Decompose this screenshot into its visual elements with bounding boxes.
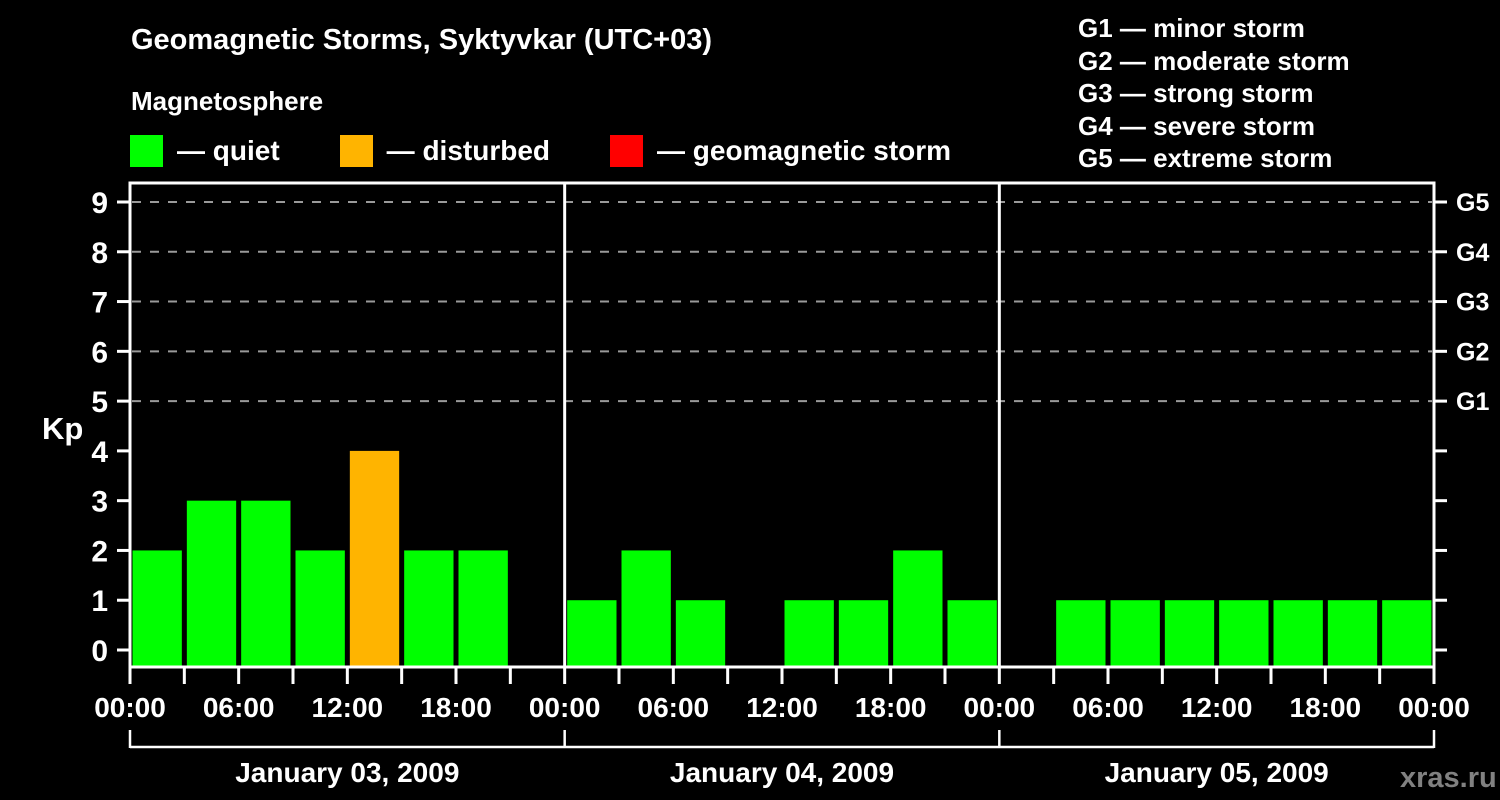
legend-label-storm: — geomagnetic storm — [657, 135, 952, 166]
g-scale-item-g2: G2 — moderate storm — [1078, 45, 1350, 76]
right-axis-label-g3: G3 — [1456, 289, 1489, 317]
bar-day2-slot5 — [784, 600, 834, 667]
bar-day3-slot4 — [1164, 600, 1215, 667]
x-tick-label-9: 06:00 — [1072, 692, 1144, 723]
bar-day1-slot7 — [458, 550, 508, 667]
bar-day3-slot3 — [1110, 600, 1160, 667]
x-tick-label-8: 00:00 — [964, 692, 1036, 723]
y-tick-label-3: 3 — [91, 486, 108, 519]
bar-day2-slot6 — [838, 600, 889, 667]
bar-day2-slot1 — [567, 600, 617, 667]
page-subtitle: Magnetosphere — [131, 86, 324, 116]
right-axis-label-g2: G2 — [1456, 338, 1489, 366]
storm-swatch-icon — [610, 135, 644, 167]
right-axis-label-g5: G5 — [1456, 189, 1489, 217]
bar-day2-slot8 — [947, 600, 997, 667]
x-tick-label-0: 00:00 — [94, 692, 166, 723]
y-tick-label-2: 2 — [91, 535, 108, 568]
y-tick-label-8: 8 — [91, 237, 108, 270]
x-tick-label-5: 06:00 — [638, 692, 710, 723]
bar-day1-slot5 — [349, 450, 400, 667]
x-tick-label-1: 06:00 — [203, 692, 275, 723]
watermark-xras-ru: xras.ru — [1400, 762, 1497, 794]
bar-day2-slot3 — [675, 600, 726, 667]
y-tick-label-6: 6 — [91, 336, 108, 369]
legend-item-storm: — geomagnetic storm — [610, 135, 951, 167]
bar-day3-slot8 — [1382, 600, 1432, 667]
date-label-day2: January 04, 2009 — [670, 757, 894, 788]
bar-day3-slot5 — [1219, 600, 1269, 667]
y-tick-label-1: 1 — [91, 585, 108, 618]
legend-item-quiet: — quiet — [130, 135, 280, 167]
x-tick-label-3: 18:00 — [420, 692, 492, 723]
legend-label-quiet: — quiet — [177, 135, 280, 166]
bar-day3-slot7 — [1327, 600, 1378, 667]
x-tick-label-12: 00:00 — [1398, 692, 1470, 723]
y-tick-label-9: 9 — [91, 187, 108, 220]
x-tick-label-6: 12:00 — [746, 692, 818, 723]
bar-day3-slot6 — [1273, 600, 1323, 667]
y-tick-label-4: 4 — [91, 436, 108, 469]
y-tick-label-7: 7 — [91, 287, 108, 320]
bar-day2-slot7 — [893, 550, 943, 667]
right-axis-label-g1: G1 — [1456, 388, 1489, 416]
bar-day1-slot2 — [186, 500, 237, 667]
kp-axis-title: Kp — [42, 411, 84, 446]
bar-day1-slot3 — [241, 500, 291, 667]
y-tick-label-5: 5 — [91, 386, 108, 419]
quiet-swatch-icon — [130, 135, 163, 167]
g-scale-item-g3: G3 — strong storm — [1078, 78, 1314, 108]
x-tick-label-4: 00:00 — [529, 692, 601, 723]
x-tick-label-11: 18:00 — [1290, 692, 1362, 723]
bar-day1-slot6 — [404, 550, 454, 667]
page-title: Geomagnetic Storms, Syktyvkar (UTC+03) — [131, 24, 713, 56]
legend-item-disturbed: — disturbed — [339, 135, 551, 167]
g-scale-item-g5: G5 — extreme storm — [1078, 143, 1333, 173]
right-axis-label-g4: G4 — [1456, 239, 1489, 267]
legend: — quiet — disturbed — geomagnetic storm — [130, 135, 951, 167]
x-tick-label-7: 18:00 — [855, 692, 927, 723]
x-tick-label-10: 12:00 — [1181, 692, 1253, 723]
x-tick-label-2: 12:00 — [312, 692, 384, 723]
bar-day2-slot2 — [621, 550, 671, 667]
g-scale-item-g4: G4 — severe storm — [1078, 110, 1316, 141]
disturbed-swatch-icon — [339, 135, 373, 167]
bar-day1-slot4 — [295, 550, 345, 667]
g-scale-item-g1: G1 — minor storm — [1078, 13, 1305, 43]
date-label-day1: January 03, 2009 — [235, 757, 459, 788]
bar-day1-slot1 — [132, 550, 182, 667]
legend-label-disturbed: — disturbed — [386, 135, 551, 166]
bar-day3-slot2 — [1056, 600, 1106, 667]
date-label-day3: January 05, 2009 — [1105, 757, 1329, 788]
g-scale-legend: G1 — minor storm G2 — moderate storm G3 — … — [1078, 12, 1350, 175]
y-tick-label-0: 0 — [91, 635, 108, 668]
